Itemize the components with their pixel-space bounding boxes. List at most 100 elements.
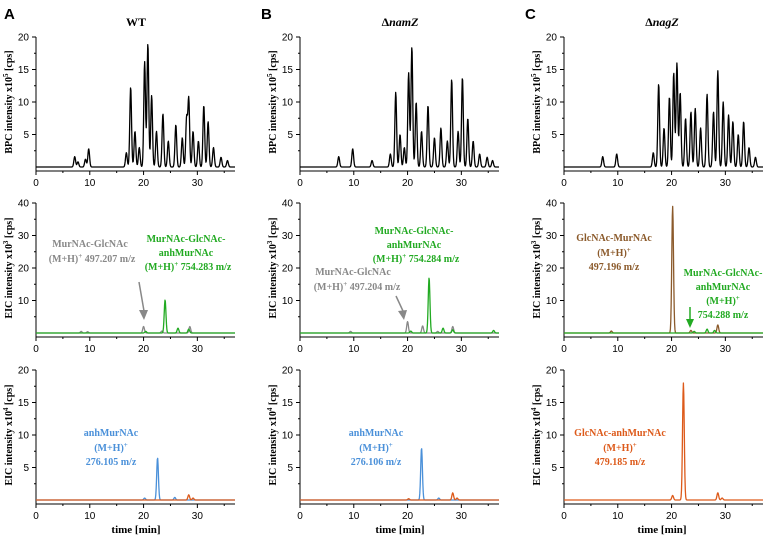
annotation-c-brown: GlcNAc-MurNAc (M+H)+ 497.196 m/z — [576, 233, 652, 273]
c-eic3-x-tick-label: 20 — [666, 344, 678, 355]
b-bpc-series-bpc — [299, 47, 500, 168]
c-bpc-y-tick-label: 20 — [546, 33, 558, 44]
b-bpc-x-tick-label: 10 — [348, 178, 360, 189]
b-eic3-y-tick-label: 40 — [282, 199, 294, 210]
annotation-a-green-line3: (M+H)+ 754.283 m/z — [145, 260, 232, 273]
c-eic4-y-tick-label: 20 — [546, 366, 558, 377]
c-bpc-y-axis-label: BPC intensity x105 [cps] — [530, 50, 543, 153]
b-eic4-x-tick-label: 0 — [297, 511, 303, 522]
c-eic4-x-tick-label: 10 — [612, 511, 624, 522]
annotation-a-green: MurNAc-GlcNAc- anhMurNAc (M+H)+ 754.283 … — [145, 234, 232, 273]
c-eic3-y-tick-label: 10 — [546, 296, 558, 307]
a-bpc-y-tick-label: 10 — [18, 98, 30, 109]
b-eic3-series-murnac-glcnac-anhmurnac — [299, 277, 500, 334]
annotation-b-gray-line2: (M+H)+ 497.204 m/z — [314, 280, 401, 293]
a-eic4-x-tick-label: 0 — [33, 511, 39, 522]
column-title-nagz: ΔnagZ — [645, 15, 679, 29]
a-eic3-x-tick-label: 20 — [138, 344, 150, 355]
b-bpc-y-tick-label: 5 — [287, 130, 293, 141]
c-eic4-y-tick-label: 15 — [546, 398, 558, 409]
annotation-c-green-line3: (M+H)+ — [706, 294, 740, 307]
annotation-b-green-line3: (M+H)+ 754.284 m/z — [373, 252, 460, 265]
a-eic3-x-tick-label: 10 — [84, 344, 96, 355]
c-eic4-x-tick-label: 20 — [666, 511, 678, 522]
b-bpc-y-tick-label: 10 — [282, 98, 294, 109]
a-bpc-series-bpc — [35, 43, 236, 168]
a-eic3-y-tick-label: 40 — [18, 199, 30, 210]
panel-letter-a: A — [4, 6, 15, 23]
annotation-b-green-line2: anhMurNAc — [387, 240, 442, 251]
b-bpc-y-tick-label: 15 — [282, 65, 294, 76]
x-axis-label-b: time [min] — [375, 524, 424, 536]
annotation-b-gray-arrow-line — [395, 295, 404, 312]
c-eic3-x-tick-label: 0 — [561, 344, 567, 355]
annotation-c-green: MurNAc-GlcNAc- anhMurNAc (M+H)+ 754.288 … — [684, 268, 763, 321]
b-eic3-y-tick-label: 30 — [282, 231, 294, 242]
b-eic3-x-tick-label: 30 — [456, 344, 468, 355]
a-eic3-y-tick-label: 10 — [18, 296, 30, 307]
annotation-a-gray-line2: (M+H)+ 497.207 m/z — [49, 252, 136, 265]
b-bpc-y-tick-label: 20 — [282, 33, 294, 44]
annotation-a-blue-line3: 276.105 m/z — [86, 457, 137, 468]
chart-b-eic4: 5 10 15 20 0 10 20 30 EIC intensity x104 [cps] — [266, 366, 500, 522]
annotation-c-orange-line3: 479.185 m/z — [595, 457, 646, 468]
c-eic4-y-axis-label: EIC intensity x104 [cps] — [530, 384, 543, 485]
annotation-a-green-line1: MurNAc-GlcNAc- — [147, 234, 226, 245]
chart-c-bpc: 5 10 15 20 0 10 20 30 BPC intensity x105 [cps] — [530, 33, 764, 189]
column-title-namz: ΔnamZ — [382, 15, 420, 29]
annotation-b-green-line1: MurNAc-GlcNAc- — [375, 226, 454, 237]
b-eic3-x-tick-label: 0 — [297, 344, 303, 355]
a-bpc-y-tick-label: 5 — [23, 130, 29, 141]
a-eic4-y-axis-label: EIC intensity x104 [cps] — [2, 384, 15, 485]
c-bpc-x-tick-label: 0 — [561, 178, 567, 189]
column-title-wt: WT — [126, 15, 146, 29]
annotation-c-green-line1: MurNAc-GlcNAc- — [684, 268, 763, 279]
annotation-a-gray: MurNAc-GlcNAc (M+H)+ 497.207 m/z — [49, 239, 136, 265]
annotation-b-gray: MurNAc-GlcNAc (M+H)+ 497.204 m/z — [314, 267, 401, 293]
annotation-b-green: MurNAc-GlcNAc- anhMurNAc (M+H)+ 754.284 … — [373, 226, 460, 265]
a-eic3-y-axis-label: EIC intensity x103 [cps] — [2, 217, 15, 318]
b-eic4-y-tick-label: 20 — [282, 366, 294, 377]
annotation-b-blue-line2: (M+H)+ — [359, 441, 393, 454]
annotation-c-green-line2: anhMurNAc — [696, 282, 751, 293]
a-eic4-y-tick-label: 5 — [23, 463, 29, 474]
annotation-c-brown-line1: GlcNAc-MurNAc — [576, 233, 652, 244]
a-eic3-series-murnac-glcnac-anhmurnac — [35, 299, 236, 334]
b-bpc-x-tick-label: 30 — [456, 178, 468, 189]
c-bpc-y-tick-label: 5 — [551, 130, 557, 141]
c-eic3-series-murnac-glcnac-anhmurnac — [563, 328, 764, 334]
a-eic4-x-tick-label: 10 — [84, 511, 96, 522]
annotation-c-orange-line1: GlcNAc-anhMurNAc — [574, 428, 666, 439]
c-eic4-y-tick-label: 5 — [551, 463, 557, 474]
a-eic3-y-tick-label: 30 — [18, 231, 30, 242]
b-eic3-series-murnac-glcnac — [299, 320, 500, 334]
b-eic3-y-tick-label: 10 — [282, 296, 294, 307]
a-bpc-y-tick-label: 15 — [18, 65, 30, 76]
c-bpc-y-tick-label: 15 — [546, 65, 558, 76]
annotation-b-gray-line1: MurNAc-GlcNAc — [315, 267, 391, 278]
c-bpc-series-bpc — [563, 62, 764, 168]
annotation-a-gray-arrow-line — [138, 281, 145, 312]
a-eic3-series-murnac-glcnac — [35, 325, 236, 334]
b-eic4-x-tick-label: 30 — [456, 511, 468, 522]
b-eic3-y-tick-label: 20 — [282, 264, 294, 275]
b-eic4-y-tick-label: 5 — [287, 463, 293, 474]
b-eic4-y-tick-label: 10 — [282, 431, 294, 442]
c-eic4-x-tick-label: 30 — [720, 511, 732, 522]
annotation-a-blue: anhMurNAc (M+H)+ 276.105 m/z — [84, 428, 139, 468]
c-eic3-y-tick-label: 30 — [546, 231, 558, 242]
b-eic4-y-tick-label: 15 — [282, 398, 294, 409]
annotation-c-brown-line3: 497.196 m/z — [589, 262, 640, 273]
x-axis-label-c: time [min] — [637, 524, 686, 536]
c-eic3-x-tick-label: 10 — [612, 344, 624, 355]
chart-a-bpc: 5 10 15 20 0 10 20 30 BPC intensity x105 [cps] — [2, 33, 236, 189]
a-eic4-series-glcnac-anhmurnac — [35, 494, 236, 501]
chart-a-eic4: 5 10 15 20 0 10 20 30 EIC intensity x104 [cps] — [2, 366, 236, 522]
annotation-c-green-line4: 754.288 m/z — [698, 310, 749, 321]
annotation-a-blue-line2: (M+H)+ — [94, 441, 128, 454]
a-eic3-x-tick-label: 0 — [33, 344, 39, 355]
chart-b-bpc: 5 10 15 20 0 10 20 30 BPC intensity x105 [cps] — [266, 33, 500, 189]
